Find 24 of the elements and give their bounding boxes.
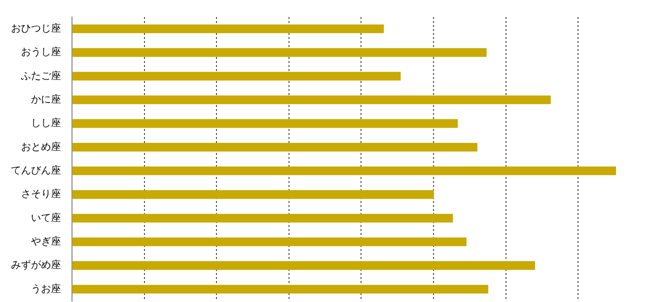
bar	[72, 96, 551, 104]
bar	[72, 142, 478, 152]
y-tick-label: みずがめ座	[11, 259, 61, 272]
bar	[72, 48, 487, 57]
y-tick-label: おうし座	[21, 46, 61, 58]
bar	[72, 214, 453, 222]
y-tick-label: おひつじ座	[11, 22, 61, 34]
bar	[72, 24, 384, 34]
y-tick-label: てんびん座	[11, 164, 61, 176]
bar	[72, 284, 488, 294]
y-tick-label: うお座	[31, 282, 61, 295]
bar	[72, 238, 466, 246]
y-tick-label: やぎ座	[31, 235, 61, 248]
bar	[72, 72, 401, 80]
y-tick-label: かに座	[31, 93, 61, 106]
bar	[72, 119, 458, 128]
y-tick-label: いて座	[31, 212, 61, 224]
bar	[72, 166, 616, 176]
y-tick-label: おとめ座	[21, 140, 61, 153]
y-tick-label: ふたご座	[20, 70, 61, 82]
y-tick-label: さそり座	[21, 188, 61, 200]
bar	[72, 190, 434, 199]
y-tick-label: しし座	[31, 117, 61, 130]
bar	[72, 261, 535, 270]
